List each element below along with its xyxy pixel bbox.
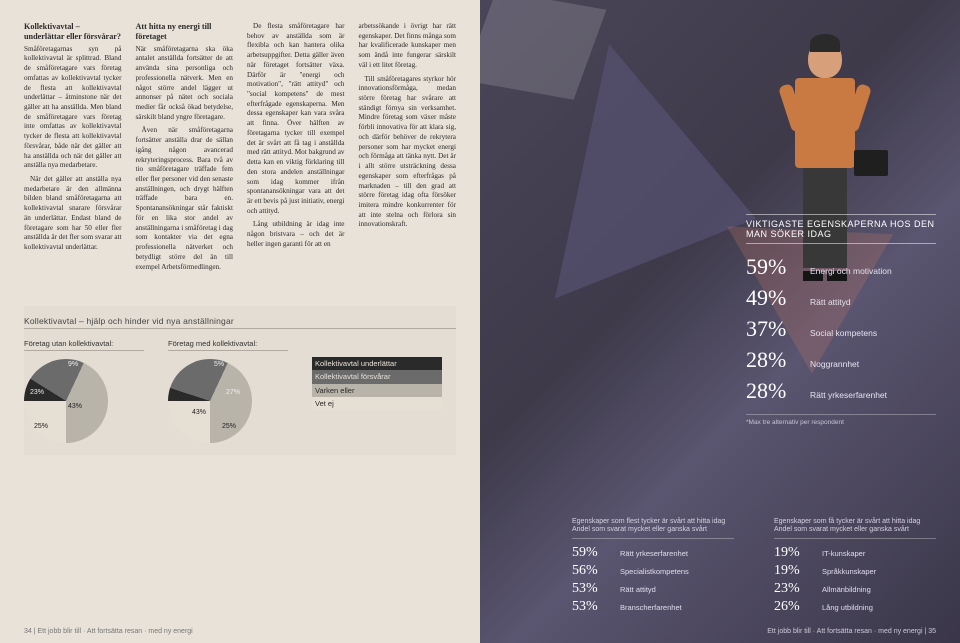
- props-label: Social kompetens: [810, 328, 877, 338]
- table-row: 23% Allmänbildning: [774, 581, 936, 597]
- pie-chart-b: 5% 27% 43% 25%: [168, 359, 252, 443]
- col1-p1: Småföretagarnas syn på kollektivavtal är…: [24, 45, 122, 171]
- row-label: Språkkunskaper: [822, 567, 876, 576]
- props-pct: 37%: [746, 316, 800, 342]
- table-row: 53% Branscherfarenhet: [572, 599, 734, 615]
- col2-p2: Även när småföretagarna fortsätter anstä…: [136, 126, 234, 272]
- col1-p2: När det gäller att anställa nya medarbet…: [24, 175, 122, 253]
- figure-hair: [810, 34, 840, 52]
- row-pct: 19%: [774, 563, 812, 579]
- table-row: 53% Rätt attityd: [572, 581, 734, 597]
- pie-block-a: Företag utan kollektivavtal: 9% 23% 43% …: [24, 339, 144, 449]
- props-pct: 59%: [746, 254, 800, 280]
- row-label: Rätt attityd: [620, 585, 656, 594]
- row-pct: 56%: [572, 563, 610, 579]
- column-1: Kollektivavtal – underlättar eller försv…: [24, 22, 122, 276]
- pie-b-label-2: 43%: [192, 409, 206, 416]
- col4-p1: arbetssökande i övrigt har rätt egenskap…: [359, 22, 457, 71]
- col2-heading: Att hitta ny energi till företaget: [136, 22, 234, 42]
- pie-b-header: Företag med kollektivavtal:: [168, 339, 288, 351]
- table-row: 26% Lång utbildning: [774, 599, 936, 615]
- column-4: arbetssökande i övrigt har rätt egenskap…: [359, 22, 457, 276]
- hard-table-head: Egenskaper som flest tycker är svårt att…: [572, 518, 734, 540]
- body-columns: Kollektivavtal – underlättar eller försv…: [24, 22, 456, 276]
- pie-chart-a: 9% 23% 43% 25%: [24, 359, 108, 443]
- props-label: Energi och motivation: [810, 266, 892, 276]
- row-pct: 53%: [572, 599, 610, 615]
- row-label: Lång utbildning: [822, 603, 873, 612]
- props-heading: VIKTIGASTE EGENSKAPERNA HOS DEN MAN SÖKE…: [746, 214, 936, 244]
- row-label: Allmänbildning: [822, 585, 871, 594]
- props-row: 28% Noggrannhet: [746, 347, 936, 373]
- row-label: Specialistkompetens: [620, 567, 689, 576]
- pie-a-label-0: 9%: [68, 361, 78, 368]
- figure-arm-right: [844, 83, 872, 133]
- props-row: 59% Energi och motivation: [746, 254, 936, 280]
- row-pct: 53%: [572, 581, 610, 597]
- column-2: Att hitta ny energi till företaget När s…: [136, 22, 234, 276]
- page-spread: Kollektivavtal – underlättar eller försv…: [0, 0, 960, 643]
- props-row: 37% Social kompetens: [746, 316, 936, 342]
- col3-p1: De flesta småföretagare har behov av ans…: [247, 22, 345, 216]
- hard-to-find-table: Egenskaper som flest tycker är svårt att…: [572, 518, 734, 618]
- col3-p2: Lång utbildning är idag inte någon brist…: [247, 220, 345, 249]
- pie-a-label-2: 43%: [68, 403, 82, 410]
- legend-item-0: Kollektivavtal underlättar: [312, 357, 442, 370]
- props-label: Rätt attityd: [810, 297, 851, 307]
- hard-table-rows: 59% Rätt yrkeserfarenhet 56% Specialistkomp…: [572, 545, 734, 615]
- pie-a-header: Företag utan kollektivavtal:: [24, 339, 144, 351]
- page-number-right: Ett jobb blir till · Att fortsätta resan…: [767, 628, 936, 635]
- pie-b-label-1: 27%: [226, 389, 240, 396]
- table-row: 59% Rätt yrkeserfarenhet: [572, 545, 734, 561]
- easy-table-rows: 19% IT-kunskaper 19% Språkkunskaper 23% Allmä…: [774, 545, 936, 615]
- chart-legend: Kollektivavtal underlättar Kollektivavta…: [312, 357, 442, 449]
- col2-p1: När småföretagarna ska öka antalet anstä…: [136, 45, 234, 123]
- figure-head: [808, 40, 842, 78]
- props-pct: 49%: [746, 285, 800, 311]
- bg-poly-3: [480, 0, 606, 100]
- chart-panel: Kollektivavtal – hjälp och hinder vid ny…: [24, 306, 456, 455]
- right-page: VIKTIGASTE EGENSKAPERNA HOS DEN MAN SÖKE…: [480, 0, 960, 643]
- figure-body: [795, 78, 855, 168]
- column-3: De flesta småföretagare har behov av ans…: [247, 22, 345, 276]
- row-label: IT-kunskaper: [822, 549, 865, 558]
- col1-heading: Kollektivavtal – underlättar eller försv…: [24, 22, 122, 42]
- legend-item-2: Varken eller: [312, 384, 442, 397]
- legend-item-3: Vet ej: [312, 397, 442, 410]
- row-label: Rätt yrkeserfarenhet: [620, 549, 688, 558]
- figure-briefcase: [854, 150, 888, 176]
- props-label: Rätt yrkeserfarenhet: [810, 390, 887, 400]
- pie-a-label-1: 23%: [30, 389, 44, 396]
- pie-b-label-3: 25%: [222, 423, 236, 430]
- chart-title: Kollektivavtal – hjälp och hinder vid ny…: [24, 316, 456, 329]
- chart-row: Företag utan kollektivavtal: 9% 23% 43% …: [24, 339, 456, 449]
- left-page: Kollektivavtal – underlättar eller försv…: [0, 0, 480, 643]
- pie-a-label-3: 25%: [34, 423, 48, 430]
- bottom-tables: Egenskaper som flest tycker är svårt att…: [572, 518, 936, 618]
- table-row: 56% Specialistkompetens: [572, 563, 734, 579]
- key-properties-panel: VIKTIGASTE EGENSKAPERNA HOS DEN MAN SÖKE…: [746, 214, 936, 426]
- row-pct: 23%: [774, 581, 812, 597]
- table-row: 19% IT-kunskaper: [774, 545, 936, 561]
- col4-p2: Till småföretagares styrkor hör innovati…: [359, 75, 457, 231]
- pie-block-b: Företag med kollektivavtal: 5% 27% 43% 2…: [168, 339, 288, 449]
- row-pct: 26%: [774, 599, 812, 615]
- row-label: Branscherfarenhet: [620, 603, 682, 612]
- table-row: 19% Språkkunskaper: [774, 563, 936, 579]
- props-footnote: *Max tre alternativ per respondent: [746, 414, 936, 426]
- props-label: Noggrannhet: [810, 359, 859, 369]
- row-pct: 59%: [572, 545, 610, 561]
- props-pct: 28%: [746, 378, 800, 404]
- row-pct: 19%: [774, 545, 812, 561]
- props-row: 49% Rätt attityd: [746, 285, 936, 311]
- page-number-left: 34 | Ett jobb blir till · Att fortsätta …: [24, 628, 193, 635]
- legend-item-1: Kollektivavtal försvårar: [312, 370, 442, 383]
- pie-b-label-0: 5%: [214, 361, 224, 368]
- props-row: 28% Rätt yrkeserfarenhet: [746, 378, 936, 404]
- props-pct: 28%: [746, 347, 800, 373]
- easy-table-head: Egenskaper som få tycker är svårt att hi…: [774, 518, 936, 540]
- props-rows: 59% Energi och motivation 49% Rätt attityd 3…: [746, 254, 936, 404]
- figure-arm-left: [778, 83, 806, 133]
- easy-to-find-table: Egenskaper som få tycker är svårt att hi…: [774, 518, 936, 618]
